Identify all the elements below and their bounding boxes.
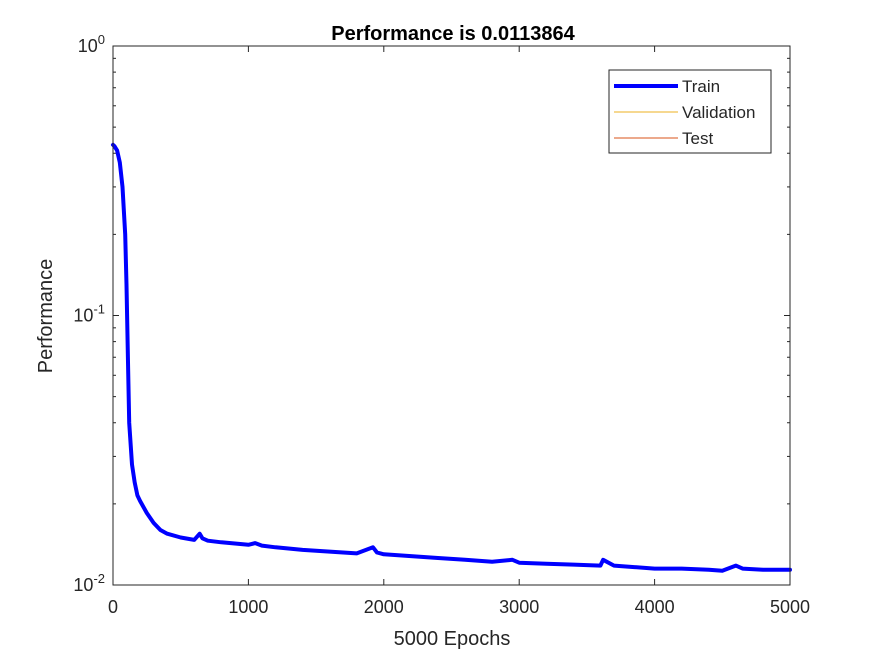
x-tick-label: 4000 (635, 597, 675, 617)
y-tick-labels: 10-2 10-1 100 (73, 32, 105, 595)
legend-label-test: Test (682, 129, 713, 148)
y-tick-label: 10-2 (73, 571, 105, 595)
legend-label-train: Train (682, 77, 720, 96)
y-tick-label: 100 (78, 32, 105, 56)
x-tick-label: 3000 (499, 597, 539, 617)
series-layer (111, 142, 792, 573)
train-series-line (111, 142, 792, 573)
x-tick-label: 0 (108, 597, 118, 617)
legend: Train Validation Test (608, 69, 772, 154)
y-tick-label: 10-1 (73, 302, 105, 326)
plot-border (112, 45, 791, 586)
x-axis-label: 5000 Epochs (394, 628, 511, 650)
x-tick-label: 1000 (228, 597, 268, 617)
legend-label-validation: Validation (682, 103, 755, 122)
x-tick-labels: 0 1000 2000 3000 4000 5000 (108, 597, 810, 617)
x-tick-label: 5000 (770, 597, 810, 617)
chart-title: Performance is 0.0113864 (331, 23, 575, 45)
x-tick-label: 2000 (364, 597, 404, 617)
y-axis-label: Performance (35, 259, 57, 374)
